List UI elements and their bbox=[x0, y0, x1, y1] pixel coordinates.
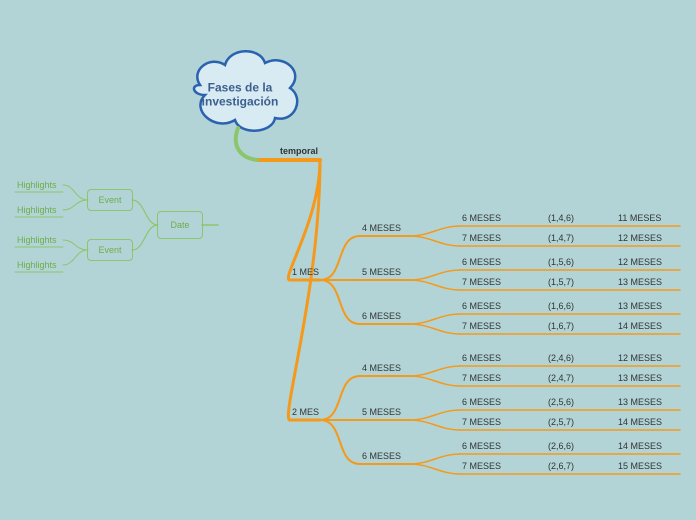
leaf-total: 14 MESES bbox=[618, 417, 662, 427]
left-date: Date bbox=[157, 211, 203, 239]
leaf-total: 13 MESES bbox=[618, 373, 662, 383]
level2-5MESES: 5 MESES bbox=[362, 407, 401, 417]
leaf-tuple: (1,4,6) bbox=[548, 213, 574, 223]
leaf-total: 12 MESES bbox=[618, 353, 662, 363]
leaf-total: 14 MESES bbox=[618, 321, 662, 331]
leaf-meses: 7 MESES bbox=[462, 321, 501, 331]
leaf-total: 15 MESES bbox=[618, 461, 662, 471]
left-highlight-1: Highlights bbox=[17, 205, 57, 215]
leaf-meses: 7 MESES bbox=[462, 461, 501, 471]
level1-1MES: 1 MES bbox=[292, 267, 319, 277]
leaf-meses: 6 MESES bbox=[462, 397, 501, 407]
level1-2MES: 2 MES bbox=[292, 407, 319, 417]
leaf-tuple: (2,5,7) bbox=[548, 417, 574, 427]
leaf-tuple: (1,5,7) bbox=[548, 277, 574, 287]
root-temporal: temporal bbox=[280, 146, 318, 156]
leaf-tuple: (2,5,6) bbox=[548, 397, 574, 407]
leaf-total: 13 MESES bbox=[618, 397, 662, 407]
leaf-tuple: (2,4,6) bbox=[548, 353, 574, 363]
leaf-total: 13 MESES bbox=[618, 301, 662, 311]
leaf-tuple: (1,6,7) bbox=[548, 321, 574, 331]
level2-5MESES: 5 MESES bbox=[362, 267, 401, 277]
leaf-meses: 7 MESES bbox=[462, 373, 501, 383]
leaf-tuple: (1,6,6) bbox=[548, 301, 574, 311]
leaf-tuple: (2,6,6) bbox=[548, 441, 574, 451]
leaf-tuple: (1,5,6) bbox=[548, 257, 574, 267]
leaf-meses: 6 MESES bbox=[462, 441, 501, 451]
left-event-1: Event bbox=[87, 189, 133, 211]
leaf-total: 13 MESES bbox=[618, 277, 662, 287]
left-highlight-2: Highlights bbox=[17, 235, 57, 245]
central-topic: Fases de lainvestigación bbox=[202, 81, 279, 110]
leaf-total: 14 MESES bbox=[618, 441, 662, 451]
leaf-total: 12 MESES bbox=[618, 233, 662, 243]
left-highlight-3: Highlights bbox=[17, 260, 57, 270]
left-event-2: Event bbox=[87, 239, 133, 261]
leaf-meses: 6 MESES bbox=[462, 353, 501, 363]
leaf-meses: 7 MESES bbox=[462, 233, 501, 243]
left-highlight-0: Highlights bbox=[17, 180, 57, 190]
leaf-meses: 6 MESES bbox=[462, 301, 501, 311]
level2-6MESES: 6 MESES bbox=[362, 451, 401, 461]
leaf-meses: 6 MESES bbox=[462, 213, 501, 223]
leaf-meses: 7 MESES bbox=[462, 277, 501, 287]
level2-4MESES: 4 MESES bbox=[362, 363, 401, 373]
leaf-tuple: (2,6,7) bbox=[548, 461, 574, 471]
leaf-meses: 6 MESES bbox=[462, 257, 501, 267]
leaf-total: 12 MESES bbox=[618, 257, 662, 267]
leaf-tuple: (2,4,7) bbox=[548, 373, 574, 383]
level2-6MESES: 6 MESES bbox=[362, 311, 401, 321]
leaf-meses: 7 MESES bbox=[462, 417, 501, 427]
leaf-total: 11 MESES bbox=[618, 213, 661, 223]
leaf-tuple: (1,4,7) bbox=[548, 233, 574, 243]
level2-4MESES: 4 MESES bbox=[362, 223, 401, 233]
